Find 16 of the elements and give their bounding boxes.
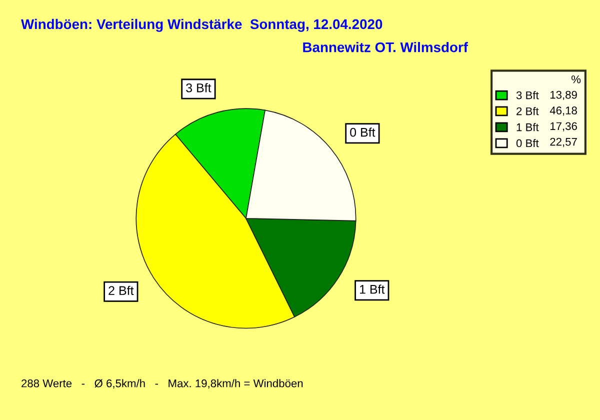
legend-label: 1 Bft — [516, 123, 539, 132]
data-label: 46,18 — [550, 106, 577, 116]
legend-label: 3 Bft — [516, 91, 539, 100]
legend-title: % — [572, 75, 581, 84]
data-label: 22,57 — [550, 138, 577, 148]
text: 288 Werte - Ø 6,5km/h - Max. 19,8km/h = Windböen — [22, 379, 303, 389]
legend-label: 0 Bft — [516, 139, 539, 148]
data-label: 17,36 — [550, 122, 577, 132]
slice-label: 3 Bft — [186, 83, 212, 92]
slice-label: 2 Bft — [108, 286, 134, 295]
legend-label: 2 Bft — [516, 107, 539, 116]
chart-subtitle: Bannewitz OT. Wilmsdorf — [303, 42, 468, 52]
data-label: 13,89 — [550, 90, 577, 100]
chart-title: Windböen: Verteilung Windstärke Sonntag, 12.04.2020 — [21, 18, 382, 32]
slice-label: 1 Bft — [360, 284, 385, 294]
slice-label: 0 Bft — [350, 128, 376, 137]
